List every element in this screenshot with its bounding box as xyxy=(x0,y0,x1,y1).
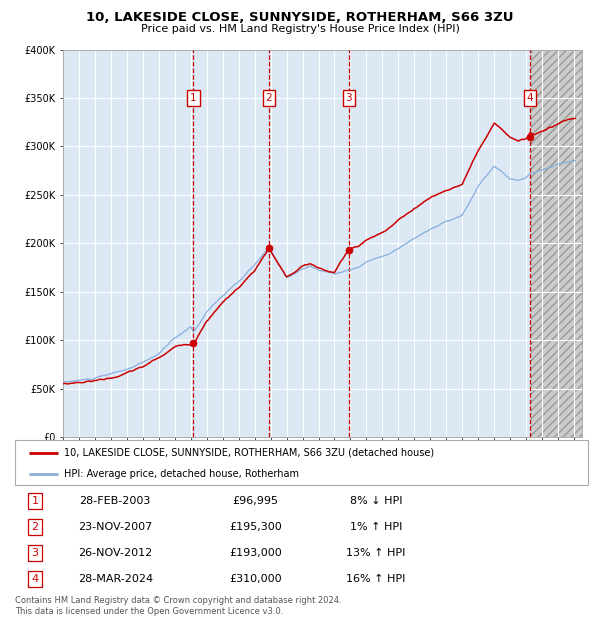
Text: 2: 2 xyxy=(266,93,272,103)
Text: 1: 1 xyxy=(32,496,38,506)
Text: 3: 3 xyxy=(32,548,38,558)
Text: 4: 4 xyxy=(31,574,38,584)
Text: 10, LAKESIDE CLOSE, SUNNYSIDE, ROTHERHAM, S66 3ZU: 10, LAKESIDE CLOSE, SUNNYSIDE, ROTHERHAM… xyxy=(86,11,514,24)
Text: 16% ↑ HPI: 16% ↑ HPI xyxy=(346,574,406,584)
Text: Contains HM Land Registry data © Crown copyright and database right 2024.
This d: Contains HM Land Registry data © Crown c… xyxy=(15,596,341,616)
Bar xyxy=(531,50,582,437)
FancyBboxPatch shape xyxy=(15,440,588,485)
Text: 4: 4 xyxy=(527,93,533,103)
Text: 23-NOV-2007: 23-NOV-2007 xyxy=(78,522,152,532)
Text: HPI: Average price, detached house, Rotherham: HPI: Average price, detached house, Roth… xyxy=(64,469,299,479)
Text: £195,300: £195,300 xyxy=(229,522,282,532)
Text: £96,995: £96,995 xyxy=(233,496,278,506)
Text: £193,000: £193,000 xyxy=(229,548,282,558)
Text: £310,000: £310,000 xyxy=(229,574,282,584)
Text: 13% ↑ HPI: 13% ↑ HPI xyxy=(346,548,406,558)
Text: 28-MAR-2024: 28-MAR-2024 xyxy=(78,574,153,584)
Text: 1% ↑ HPI: 1% ↑ HPI xyxy=(350,522,402,532)
Text: 2: 2 xyxy=(31,522,38,532)
Text: Price paid vs. HM Land Registry's House Price Index (HPI): Price paid vs. HM Land Registry's House … xyxy=(140,24,460,33)
Text: 10, LAKESIDE CLOSE, SUNNYSIDE, ROTHERHAM, S66 3ZU (detached house): 10, LAKESIDE CLOSE, SUNNYSIDE, ROTHERHAM… xyxy=(64,448,434,458)
Text: 8% ↓ HPI: 8% ↓ HPI xyxy=(350,496,402,506)
Text: 1: 1 xyxy=(190,93,197,103)
Text: 26-NOV-2012: 26-NOV-2012 xyxy=(78,548,152,558)
Text: 3: 3 xyxy=(346,93,352,103)
Text: 28-FEB-2003: 28-FEB-2003 xyxy=(80,496,151,506)
